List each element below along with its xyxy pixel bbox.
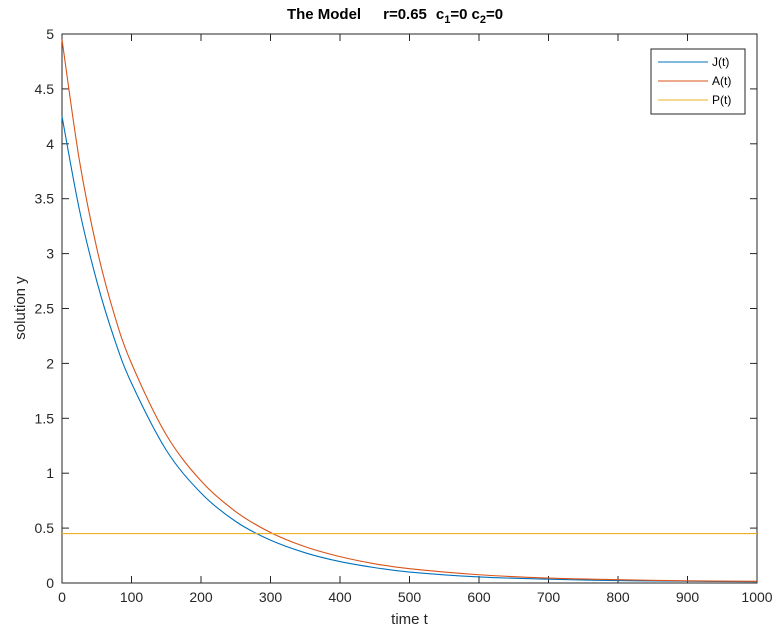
x-tick-label: 900 bbox=[676, 589, 700, 605]
x-tick-label: 600 bbox=[467, 589, 491, 605]
x-tick-label: 300 bbox=[259, 589, 283, 605]
y-tick-label: 3.5 bbox=[35, 191, 55, 207]
x-tick-label: 700 bbox=[537, 589, 561, 605]
plot-area: 0 100 200 300 400 500 600 700 800 900 1000 0 0.5 1 1.… bbox=[35, 26, 773, 605]
x-tick-label: 400 bbox=[328, 589, 352, 605]
series-line-j-t bbox=[61, 116, 758, 583]
y-tick-label: 5 bbox=[46, 26, 54, 42]
legend-label-j-t: J(t) bbox=[712, 55, 729, 69]
x-axis-label: time t bbox=[391, 611, 429, 628]
x-tick-label: 800 bbox=[606, 589, 630, 605]
x-tick-label: 200 bbox=[189, 589, 213, 605]
x-tick-label: 100 bbox=[120, 589, 144, 605]
x-tick-label: 500 bbox=[398, 589, 422, 605]
legend: J(t) A(t) P(t) bbox=[650, 48, 746, 115]
y-tick-label: 4 bbox=[46, 136, 54, 152]
y-tick-label: 1 bbox=[46, 465, 54, 481]
x-tick-label: 1000 bbox=[741, 589, 772, 605]
legend-label-a-t: A(t) bbox=[712, 74, 731, 88]
chart-title: The Model r=0.65 c1=0 c2=0 bbox=[287, 6, 503, 26]
y-tick-label: 3 bbox=[46, 246, 54, 262]
y-tick-label: 0.5 bbox=[35, 520, 55, 536]
y-tick-label: 4.5 bbox=[35, 81, 55, 97]
y-tick-label: 1.5 bbox=[35, 410, 55, 426]
y-tick-label: 2 bbox=[46, 355, 54, 371]
x-tick-label: 0 bbox=[58, 589, 66, 605]
series-line-a-t bbox=[61, 39, 758, 582]
x-axis-ticks: 0 100 200 300 400 500 600 700 800 900 1000 bbox=[58, 34, 773, 605]
y-tick-label: 2.5 bbox=[35, 301, 55, 317]
y-tick-label: 0 bbox=[46, 575, 54, 591]
y-axis-label: solution y bbox=[12, 276, 29, 340]
y-axis-ticks: 0 0.5 1 1.5 2 2.5 3 3.5 4 4.5 5 bbox=[35, 26, 757, 591]
axes-box bbox=[61, 33, 758, 584]
series-lines bbox=[61, 39, 758, 583]
legend-label-p-t: P(t) bbox=[712, 93, 731, 107]
